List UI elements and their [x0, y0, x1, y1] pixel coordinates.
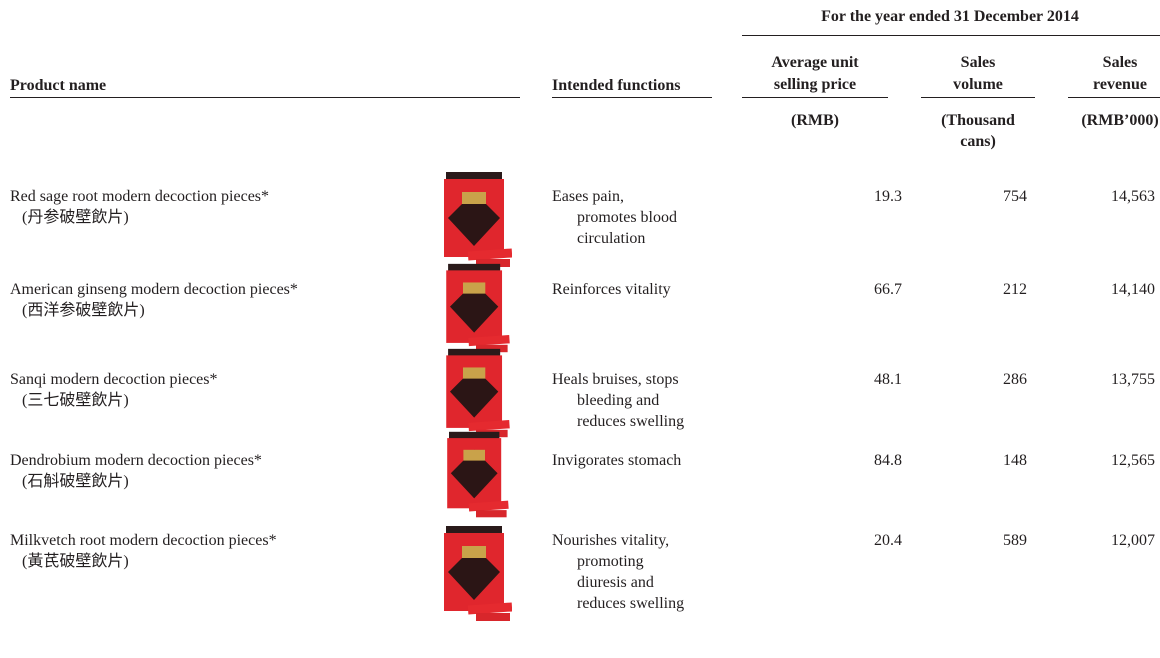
- product-chinese-name: (西洋参破壁飲片): [22, 301, 145, 321]
- product-name: American ginseng modern decoction pieces…: [10, 280, 298, 300]
- unit-label: cans): [960, 132, 996, 152]
- intended-function: circulation: [577, 229, 645, 249]
- column-header: selling price: [774, 75, 856, 95]
- volume-value: 754: [1003, 187, 1027, 207]
- intended-function: reduces swelling: [577, 594, 684, 614]
- document-page: For the year ended 31 December 2014 Produ…: [0, 0, 1160, 658]
- header-rule: [10, 97, 520, 98]
- price-value: 66.7: [874, 280, 902, 300]
- unit-label: (RMB’000): [1081, 111, 1158, 131]
- intended-function: promoting: [577, 552, 644, 572]
- price-value: 84.8: [874, 451, 902, 471]
- intended-function: Eases pain,: [552, 187, 624, 207]
- intended-function: Nourishes vitality,: [552, 531, 669, 551]
- column-header: Intended functions: [552, 76, 680, 96]
- product-image: [440, 430, 512, 520]
- product-chinese-name: (石斛破壁飲片): [22, 472, 129, 492]
- revenue-value: 14,140: [1111, 280, 1155, 300]
- volume-value: 589: [1003, 531, 1027, 551]
- revenue-value: 14,563: [1111, 187, 1155, 207]
- intended-function: Invigorates stomach: [552, 451, 681, 471]
- intended-function: reduces swelling: [577, 412, 684, 432]
- column-header: revenue: [1093, 75, 1147, 95]
- revenue-value: 12,007: [1111, 531, 1155, 551]
- revenue-value: 12,565: [1111, 451, 1155, 471]
- price-value: 19.3: [874, 187, 902, 207]
- column-header: Sales: [961, 53, 996, 73]
- volume-value: 148: [1003, 451, 1027, 471]
- intended-function: bleeding and: [577, 391, 659, 411]
- intended-function: diuresis and: [577, 573, 654, 593]
- column-header: Sales: [1103, 53, 1138, 73]
- product-chinese-name: (三七破壁飲片): [22, 391, 129, 411]
- intended-function: Reinforces vitality: [552, 280, 671, 300]
- price-value: 48.1: [874, 370, 902, 390]
- price-value: 20.4: [874, 531, 902, 551]
- revenue-value: 13,755: [1111, 370, 1155, 390]
- unit-label: (RMB): [791, 111, 839, 131]
- product-image: [440, 168, 512, 272]
- column-header: Product name: [10, 76, 106, 96]
- header-rule: [742, 35, 1160, 36]
- product-image: [440, 347, 512, 440]
- period-header: For the year ended 31 December 2014: [821, 7, 1079, 27]
- column-header: Average unit: [771, 53, 858, 73]
- header-rule: [1068, 97, 1160, 98]
- product-name: Dendrobium modern decoction pieces*: [10, 451, 262, 471]
- product-chinese-name: (丹参破壁飲片): [22, 208, 129, 228]
- intended-function: promotes blood: [577, 208, 677, 228]
- product-name: Red sage root modern decoction pieces*: [10, 187, 269, 207]
- header-rule: [742, 97, 888, 98]
- product-name: Milkvetch root modern decoction pieces*: [10, 531, 277, 551]
- column-header: volume: [953, 75, 1003, 95]
- volume-value: 212: [1003, 280, 1027, 300]
- product-image: [440, 262, 512, 355]
- header-rule: [921, 97, 1035, 98]
- product-chinese-name: (黃芪破壁飲片): [22, 552, 129, 572]
- header-rule: [552, 97, 712, 98]
- product-name: Sanqi modern decoction pieces*: [10, 370, 218, 390]
- intended-function: Heals bruises, stops: [552, 370, 679, 390]
- product-image: [440, 510, 512, 638]
- volume-value: 286: [1003, 370, 1027, 390]
- unit-label: (Thousand: [941, 111, 1015, 131]
